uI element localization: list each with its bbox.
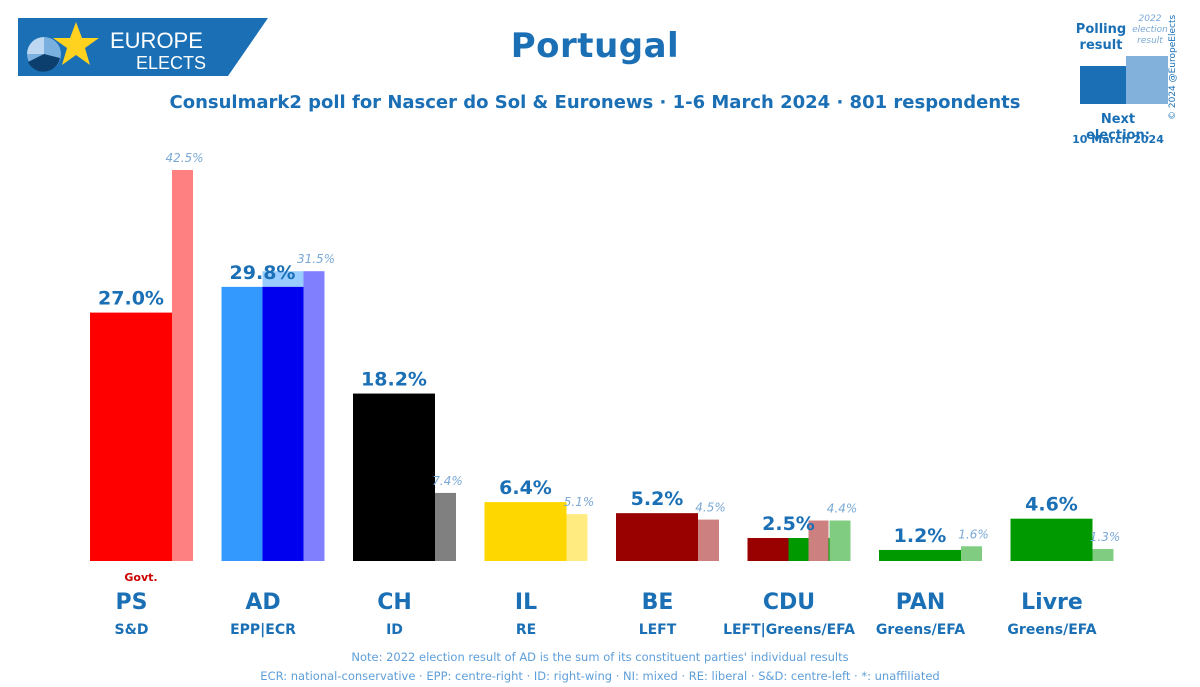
value-label-livre-poll: 4.6% [1025,494,1078,516]
bar-be-previous [698,519,719,561]
bar-livre-poll [1010,518,1093,561]
party-group-cdu: LEFT|Greens/EFA [723,622,855,638]
bar-ps-poll [90,312,172,561]
logo-text-elects: ELECTS [136,53,206,73]
bar-cdu-poll-segment [747,538,789,561]
bar-pan-poll [879,549,961,561]
legend-previous-swatch [1126,56,1168,104]
value-label-cdu-poll: 2.5% [762,513,815,535]
value-label-be-poll: 5.2% [631,488,684,510]
party-name-cdu: CDU [762,590,816,615]
note-line-2: ECR: national-conservative · EPP: centre… [260,669,940,683]
page-title: Portugal [510,26,680,66]
party-name-ch: CH [377,590,412,615]
party-group-be: LEFT [638,622,677,638]
bar-ch-poll [353,393,435,561]
party-group-il: RE [515,622,537,638]
party-name-ad: AD [245,590,281,615]
party-group-ps: S&D [114,622,149,638]
party-group-ad: EPP|ECR [230,622,296,638]
party-name-be: BE [641,590,674,615]
party-name-pan: PAN [895,590,946,615]
value-label-ps-poll: 27.0% [98,288,164,310]
party-name-il: IL [514,590,538,615]
legend-polling-label: Polling result [1075,22,1127,53]
europe-elects-logo: EUROPE ELECTS [18,18,268,76]
value-label-il-previous: 5.1% [564,495,595,509]
bar-ps-previous [172,170,193,561]
value-label-ad-previous: 31.5% [297,252,335,266]
bar-pan-previous [961,546,982,561]
bar-ad-previous [303,271,325,561]
value-label-be-previous: 4.5% [695,501,726,515]
bar-cdu-previous-segment [808,520,829,561]
party-name-livre: Livre [1021,590,1083,615]
value-label-ad-poll: 29.8% [230,262,296,284]
poll-subtitle: Consulmark2 poll for Nascer do Sol & Eur… [169,92,1021,113]
value-label-il-poll: 6.4% [499,477,552,499]
legend: Polling result 2022 election result Next… [1070,8,1195,168]
legend-previous-label: 2022 election result [1132,14,1168,46]
value-label-ps-previous: 42.5% [165,151,203,165]
value-label-livre-previous: 1.3% [1090,530,1121,544]
party-group-pan: Greens/EFA [875,622,966,638]
next-election-label: Next election: [1086,112,1150,143]
next-election-date: 10 March 2024 [1072,133,1164,146]
bar-livre-previous [1092,549,1114,561]
party-group-ch: ID [386,622,403,638]
party-name-ps: PS [115,590,148,615]
party-group-livre: Greens/EFA [1007,622,1097,638]
govt-note: Govt. [124,571,157,584]
value-label-pan-poll: 1.2% [894,525,947,547]
bar-be-poll [616,513,698,561]
bar-cdu-previous-segment [829,520,851,561]
bar-il-poll [484,502,567,561]
bar-ch-previous [435,492,456,561]
value-label-ch-poll: 18.2% [361,369,427,391]
legend-polling-swatch [1080,66,1126,104]
value-label-pan-previous: 1.6% [958,527,989,541]
bar-ad-poll-segment [262,286,304,561]
note-line-1: Note: 2022 election result of AD is the … [351,650,849,664]
logo-text-europe: EUROPE [110,28,203,53]
bar-il-previous [566,514,588,561]
bar-ad-previous-cap [262,271,304,287]
value-label-cdu-previous: 4.4% [827,502,858,516]
value-label-ch-previous: 7.4% [432,474,463,488]
bar-ad-poll-segment [221,286,263,561]
